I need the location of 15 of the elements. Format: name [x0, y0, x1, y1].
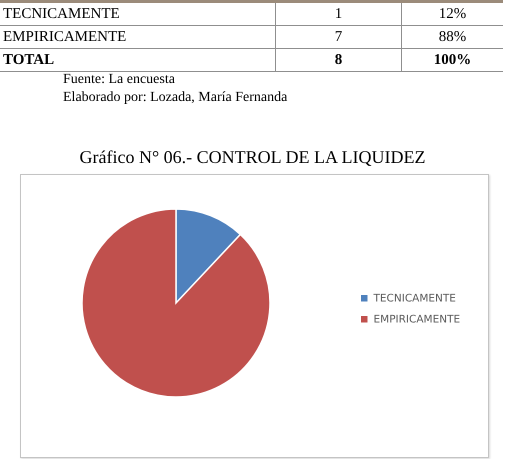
- data-label: 12%: [402, 2, 503, 26]
- data-label: 8: [276, 48, 402, 72]
- category-label: TECNICAMENTE: [0, 2, 276, 26]
- data-label: 1: [276, 2, 402, 26]
- category-label: TOTAL: [0, 48, 276, 72]
- source-note: Fuente: La encuesta: [63, 71, 176, 89]
- text: Elaborado por: Lozada, María Fernanda: [63, 89, 288, 107]
- data-label: 88%: [402, 26, 503, 48]
- data-label: 100%: [402, 48, 503, 72]
- data-label: 7: [276, 26, 402, 48]
- legend-label: EMPIRICAMENTE: [374, 313, 460, 326]
- legend-label: TECNICAMENTE: [372, 292, 456, 304]
- category-label: EMPIRICAMENTE: [0, 26, 276, 48]
- chart-title: Gráfico N° 06.- CONTROL DE LA LIQUIDEZ: [78, 147, 426, 168]
- pie-slice: [81, 208, 271, 398]
